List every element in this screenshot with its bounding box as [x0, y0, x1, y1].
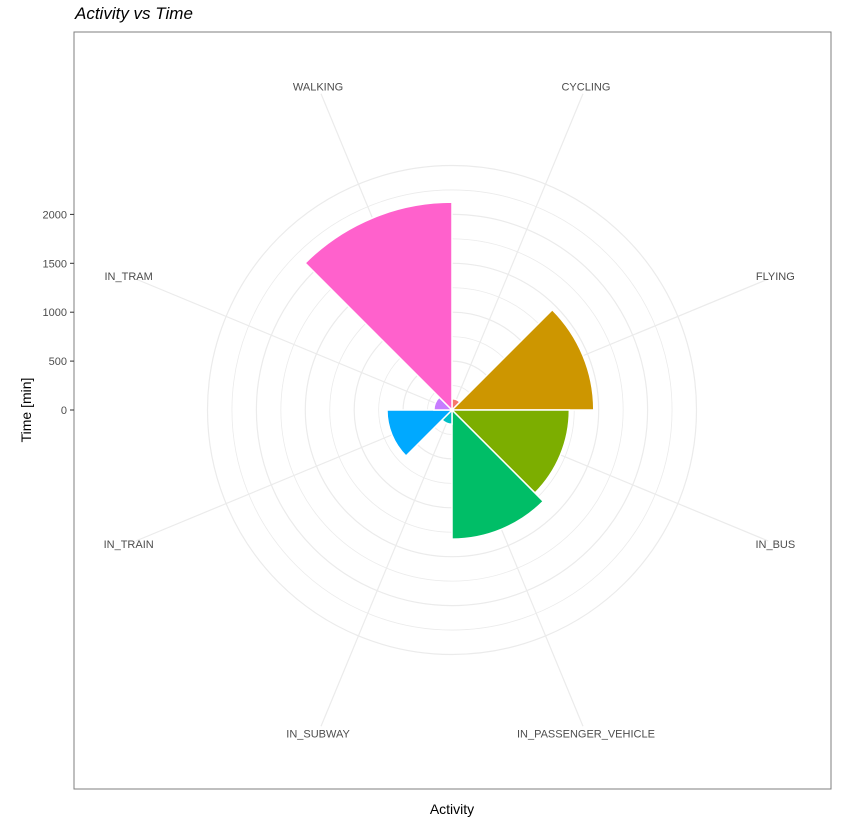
bar-in-bus: [450, 409, 571, 495]
category-label: FLYING: [756, 271, 795, 283]
y-axis-ticks: 0 500 1000 1500 2000: [43, 209, 74, 417]
category-label: CYCLING: [561, 82, 610, 94]
category-labels: CYCLING FLYING IN_BUS IN_PASSENGER_VEHICLE I…: [104, 82, 796, 741]
chart-title: Activity vs Time: [75, 4, 193, 23]
bar-in-train: [386, 409, 454, 458]
grid-ring: [231, 189, 673, 631]
y-tick-label: 0: [61, 405, 67, 417]
y-tick-label: 1000: [43, 307, 67, 319]
category-label: IN_TRAM: [105, 271, 153, 283]
category-label: IN_SUBWAY: [286, 728, 350, 740]
y-tick-label: 2000: [43, 209, 67, 221]
category-label: IN_BUS: [755, 539, 795, 551]
category-label: IN_PASSENGER_VEHICLE: [517, 728, 655, 740]
bar-walking: [303, 201, 453, 412]
y-axis-label: Time [min]: [18, 378, 34, 443]
bars: [303, 201, 595, 540]
category-label: IN_TRAIN: [104, 539, 154, 551]
category-label: WALKING: [293, 82, 343, 94]
grid-spoke: [135, 278, 453, 411]
bar-in-passenger-vehicle: [451, 408, 545, 540]
x-axis-label: Activity: [430, 801, 474, 817]
grid-spoke: [451, 93, 584, 411]
grid-ring: [206, 164, 698, 656]
grid-spoke: [320, 409, 453, 727]
bar-flying: [450, 308, 595, 411]
y-tick-label: 500: [49, 356, 67, 368]
y-tick-label: 1500: [43, 258, 67, 270]
